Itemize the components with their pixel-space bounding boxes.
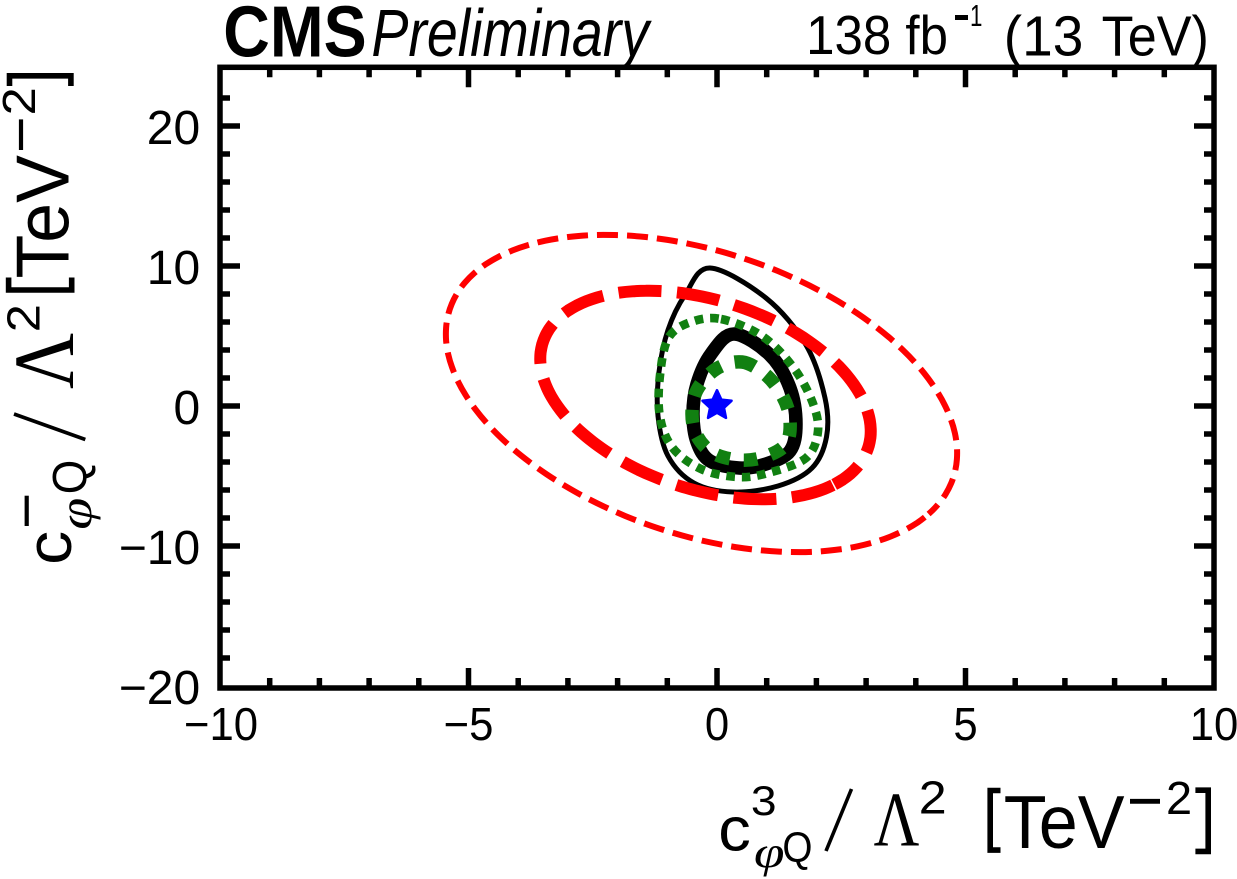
svg-text:2: 2 (0, 304, 50, 332)
svg-text:2: 2 (1166, 772, 1192, 823)
svg-text:0: 0 (705, 698, 729, 750)
svg-text:c: c (14, 531, 86, 565)
svg-text:−10: −10 (184, 698, 258, 750)
svg-text:c: c (718, 795, 751, 864)
svg-text:φ: φ (50, 498, 101, 530)
svg-text:φ: φ (754, 827, 785, 876)
svg-text:Q: Q (782, 823, 812, 871)
svg-text:Λ: Λ (0, 333, 92, 389)
svg-text:10: 10 (147, 242, 200, 295)
svg-text:TeV: TeV (1, 155, 85, 279)
svg-text:TeV): TeV) (1102, 4, 1209, 68)
svg-text:CMS: CMS (223, 0, 366, 72)
svg-text:Q: Q (43, 460, 97, 495)
svg-text:(13: (13 (1004, 4, 1083, 68)
svg-text:TeV: TeV (1004, 781, 1125, 865)
svg-text:20: 20 (147, 102, 200, 155)
svg-text:5: 5 (953, 698, 977, 750)
svg-text:Preliminary: Preliminary (371, 0, 652, 71)
svg-text:1: 1 (970, 0, 982, 33)
svg-text:−5: −5 (444, 698, 494, 750)
svg-text:138 fb: 138 fb (806, 5, 948, 66)
svg-text:−20: −20 (119, 662, 200, 715)
svg-text:0: 0 (173, 382, 200, 435)
svg-text:10: 10 (1190, 698, 1237, 750)
svg-text:Λ: Λ (874, 777, 920, 862)
svg-text:2: 2 (919, 772, 947, 824)
svg-text:−10: −10 (119, 522, 200, 575)
svg-text:3: 3 (751, 778, 777, 825)
svg-text:2: 2 (0, 87, 45, 115)
